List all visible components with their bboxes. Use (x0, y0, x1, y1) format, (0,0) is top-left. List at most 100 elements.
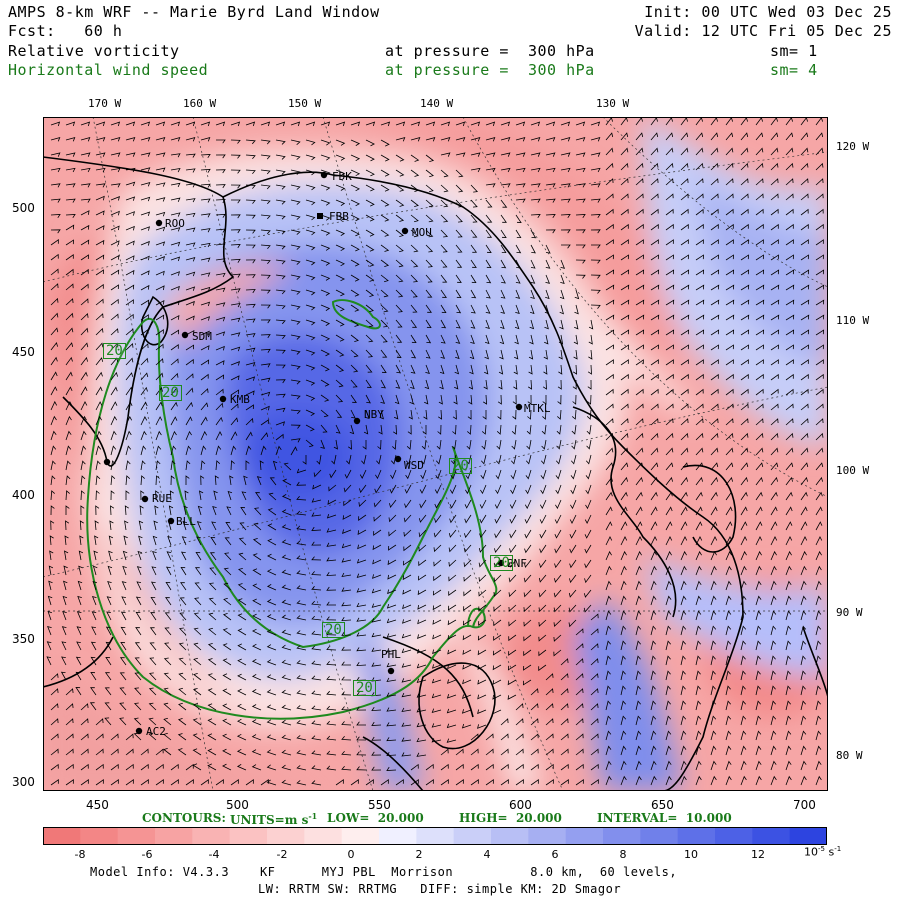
contour-legend-interval: INTERVAL= 10.000 (597, 811, 732, 825)
map-frame (43, 117, 828, 791)
colorbar-swatch (192, 827, 231, 845)
lon-label-top: 160 W (183, 97, 217, 110)
colorbar-unit: 10-5 s-1 (804, 845, 842, 859)
station-label: AC2 (146, 725, 166, 738)
coastline (43, 156, 828, 791)
station-markers (103, 171, 523, 735)
contour-value-label: 20 (103, 343, 126, 359)
x-axis-tick: 550 (368, 798, 391, 812)
y-axis-tick: 350 (12, 632, 35, 646)
map-title: AMPS 8-km WRF -- Marie Byrd Land Window (8, 3, 380, 21)
field2-level: at pressure = 300 hPa (385, 61, 595, 79)
station-label: BLL (176, 515, 196, 528)
lon-label-right: 80 W (836, 749, 863, 762)
colorbar-label: 2 (415, 848, 423, 861)
field2-smoothing: sm= 4 (770, 61, 818, 79)
lon-label-right: 120 W (836, 140, 870, 153)
colorbar-swatch (491, 827, 529, 845)
colorbar-swatch (453, 827, 492, 845)
station-label: BNF (507, 557, 527, 570)
colorbar-swatch (43, 827, 81, 845)
x-axis-tick: 500 (226, 798, 249, 812)
contour-legend-low: LOW= 20.000 (327, 811, 424, 825)
contour-value-label: 20 (449, 458, 472, 474)
colorbar-label: 4 (483, 848, 491, 861)
station-label: PHL (381, 648, 401, 661)
colorbar-label: 0 (347, 848, 355, 861)
colorbar-swatch (640, 827, 679, 845)
colorbar-label: 6 (551, 848, 559, 861)
colorbar-label: 12 (751, 848, 765, 861)
colorbar-swatch (565, 827, 604, 845)
physics-info: LW: RRTM SW: RRTMG DIFF: simple KM: 2D S… (258, 882, 622, 896)
init-time: Init: 00 UTC Wed 03 Dec 25 (644, 3, 892, 21)
forecast-hour: Fcst: 60 h (8, 22, 123, 40)
station-label: NBY (364, 408, 384, 421)
colorbar-swatch (677, 827, 716, 845)
colorbar (43, 827, 827, 845)
station-label: KMB (230, 393, 250, 406)
contour-value-label: 20 (159, 385, 182, 401)
contour-value-label: 20 (490, 555, 513, 571)
colorbar-swatch (416, 827, 455, 845)
y-axis-tick: 400 (12, 488, 35, 502)
colorbar-label: -6 (141, 848, 153, 861)
contour-value-label: 20 (322, 622, 345, 638)
colorbar-swatch (304, 827, 343, 845)
colorbar-swatch (267, 827, 305, 845)
x-axis-tick: 650 (651, 798, 674, 812)
lon-label-top: 130 W (596, 97, 630, 110)
contour-legend-high: HIGH= 20.000 (459, 811, 562, 825)
colorbar-swatch (341, 827, 380, 845)
station-label: MOU (412, 226, 432, 239)
colorbar-swatch (715, 827, 753, 845)
field1-level: at pressure = 300 hPa (385, 42, 595, 60)
colorbar-label: -8 (74, 848, 86, 861)
model-info: Model Info: V4.3.3 KF MYJ PBL Morrison 8… (90, 865, 678, 879)
valid-time: Valid: 12 UTC Fri 05 Dec 25 (634, 22, 892, 40)
wind-barbs (46, 117, 825, 786)
station-label: ROO (165, 217, 185, 230)
station-label: FBB (329, 210, 349, 223)
colorbar-label: -4 (208, 848, 220, 861)
lon-label-right: 100 W (836, 464, 870, 477)
lon-label-top: 140 W (420, 97, 454, 110)
contour-legend-title: CONTOURS: (142, 811, 226, 825)
colorbar-swatch (789, 827, 827, 845)
x-axis-tick: 700 (793, 798, 816, 812)
field1-smoothing: sm= 1 (770, 42, 818, 60)
colorbar-swatch (379, 827, 417, 845)
colorbar-border (43, 827, 827, 845)
colorbar-label: -2 (276, 848, 288, 861)
colorbar-label: 10 (684, 848, 698, 861)
colorbar-swatch (80, 827, 119, 845)
lon-label-top: 170 W (88, 97, 122, 110)
station-label: FDK (332, 170, 352, 183)
contour-value-label: 20 (353, 680, 376, 696)
colorbar-swatch (528, 827, 567, 845)
station-label: RUE (152, 492, 172, 505)
lon-label-top: 150 W (288, 97, 322, 110)
vorticity-map-plot (43, 117, 828, 791)
x-axis-tick: 600 (509, 798, 532, 812)
y-axis-tick: 300 (12, 775, 35, 789)
station-label: SDM (192, 330, 212, 343)
y-axis-tick: 500 (12, 201, 35, 215)
station-label: WSD (404, 459, 424, 472)
lon-label-right: 110 W (836, 314, 870, 327)
x-axis-tick: 450 (86, 798, 109, 812)
wind-speed-contour (86, 299, 498, 720)
field1-name: Relative vorticity (8, 42, 180, 60)
field2-name: Horizontal wind speed (8, 61, 209, 79)
colorbar-swatch (229, 827, 268, 845)
contour-legend-units: UNITS=m s-1 (230, 811, 318, 827)
colorbar-swatch (117, 827, 156, 845)
colorbar-label: 8 (619, 848, 627, 861)
lon-label-right: 90 W (836, 606, 863, 619)
colorbar-swatch (752, 827, 791, 845)
colorbar-swatch (603, 827, 641, 845)
y-axis-tick: 450 (12, 345, 35, 359)
colorbar-swatch (155, 827, 193, 845)
station-label: MTKL (524, 402, 551, 415)
